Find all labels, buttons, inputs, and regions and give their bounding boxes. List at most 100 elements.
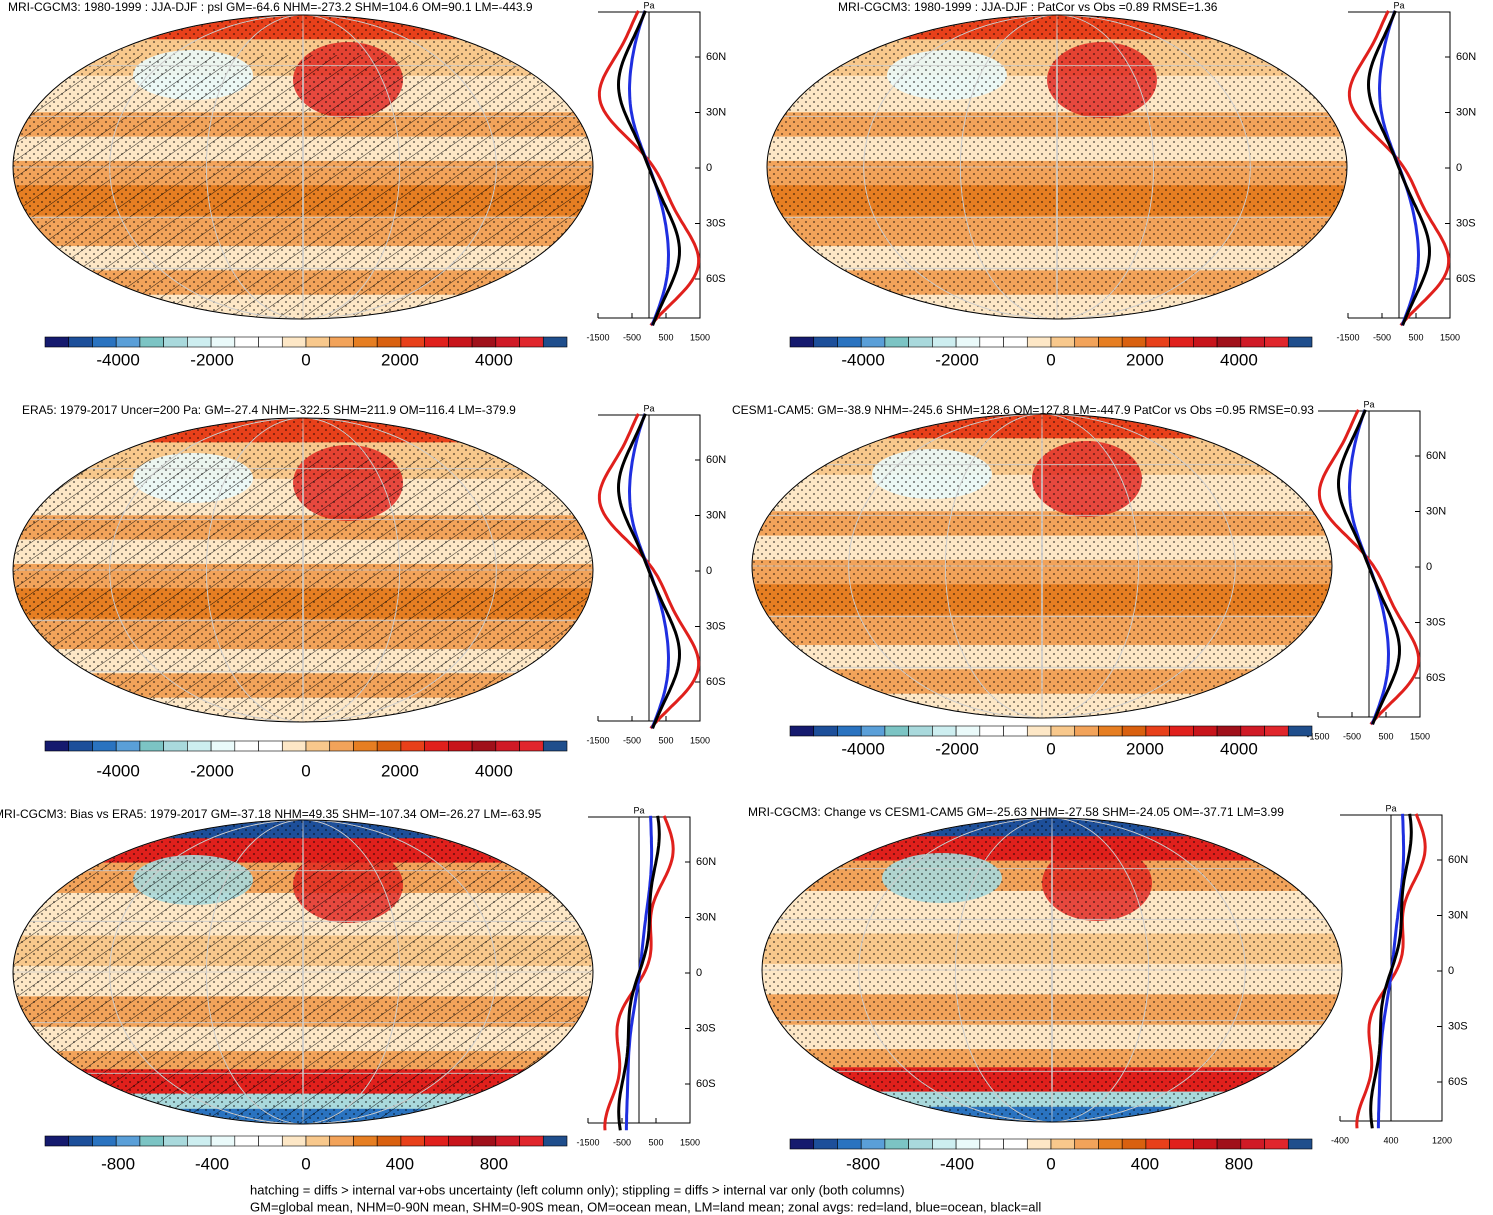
colorbar-label: 4000 <box>475 761 513 780</box>
colorbar-box <box>448 336 473 348</box>
colorbar-box <box>44 336 70 348</box>
profile-lat-label: 0 <box>1456 162 1462 174</box>
hatching <box>13 860 593 1124</box>
graticule <box>205 15 401 319</box>
colorbar-box <box>305 336 331 348</box>
colorbar-box <box>353 1135 378 1147</box>
colorbar-box <box>471 740 497 752</box>
colorbar-label: -2000 <box>190 761 233 780</box>
colorbar-box <box>258 1135 283 1147</box>
colorbar-label: 800 <box>1225 1154 1253 1173</box>
colorbar-box <box>789 1138 815 1150</box>
panel-title: MRI-CGCM3: Change vs CESM1-CAM5 GM=-25.6… <box>748 805 1284 819</box>
colorbar-box <box>1145 336 1170 348</box>
colorbar-box <box>424 336 449 348</box>
colorbar-box <box>1026 1138 1052 1150</box>
panel-title: MRI-CGCM3: Bias vs ERA5: 1979-2017 GM=-3… <box>0 807 542 821</box>
profile-lat-label: 60N <box>696 856 716 868</box>
profile-lat-label: 30S <box>706 620 726 632</box>
hatching <box>13 55 593 319</box>
colorbar-box <box>908 1138 933 1150</box>
profile-lat-label: 60N <box>1448 854 1468 866</box>
graticule <box>944 414 1140 718</box>
colorbar-box <box>979 336 1004 348</box>
colorbar-box <box>448 740 473 752</box>
colorbar-box <box>789 336 815 348</box>
map-border <box>12 819 594 1125</box>
colorbar-box <box>495 1135 520 1147</box>
colorbar-box <box>860 336 886 348</box>
colorbar-box <box>68 1135 93 1147</box>
profile-x-label: 500 <box>1408 332 1423 342</box>
colorbar-box <box>495 740 520 752</box>
colorbar-box <box>860 725 886 737</box>
colorbar-box <box>932 1138 957 1150</box>
colorbar-box <box>1169 336 1194 348</box>
colorbar-box <box>424 740 449 752</box>
colorbar-box <box>400 740 425 752</box>
profile-x-label: 500 <box>658 735 673 745</box>
profile-x-label: 500 <box>1378 731 1393 741</box>
profile-lat-label: 30N <box>1448 909 1468 921</box>
colorbar-box <box>329 1135 354 1147</box>
profile-x-label: -1500 <box>586 332 609 342</box>
colorbar-box <box>234 1135 259 1147</box>
colorbar-box <box>281 1135 307 1147</box>
profile-x-label: -1500 <box>586 735 609 745</box>
colorbar-box <box>210 1135 236 1147</box>
profile-x-label: -400 <box>1331 1135 1349 1145</box>
graticule <box>858 818 1246 1122</box>
colorbar-box <box>1121 1138 1147 1150</box>
profile-lat-label: 60S <box>1448 1076 1468 1088</box>
colorbar-box <box>376 740 402 752</box>
colorbar-box <box>519 1135 544 1147</box>
colorbar-box <box>115 336 141 348</box>
zonal-profile <box>1369 813 1413 1129</box>
profile-lat-label: 60S <box>706 273 726 285</box>
colorbar-box <box>1050 725 1076 737</box>
colorbar-box <box>884 1138 909 1150</box>
map <box>13 418 593 722</box>
profile-lat-label: 60N <box>706 51 726 63</box>
colorbar-box <box>1287 725 1313 737</box>
colorbar-box <box>1264 725 1289 737</box>
colorbar-box <box>1098 725 1123 737</box>
colorbar-box <box>519 336 544 348</box>
colorbar-label: 2000 <box>381 761 419 780</box>
colorbar-box <box>955 725 981 737</box>
colorbar-box <box>542 1135 568 1147</box>
graticule <box>302 820 304 1124</box>
profile-lat-label: 30S <box>696 1022 716 1034</box>
colorbar-box <box>1050 336 1076 348</box>
colorbar-box <box>471 1135 497 1147</box>
profile-unit: Pa <box>643 403 654 413</box>
graticule <box>959 15 1155 319</box>
colorbar-box <box>955 1138 981 1150</box>
profile-x-label: -500 <box>623 332 641 342</box>
map-border <box>766 14 1348 320</box>
graticule <box>1051 818 1053 1122</box>
colorbar-box <box>258 336 283 348</box>
colorbar-box <box>908 725 933 737</box>
colorbar-box <box>305 740 331 752</box>
profile-x-label: -500 <box>1373 332 1391 342</box>
colorbar-box <box>955 336 981 348</box>
colorbar-box <box>1003 336 1028 348</box>
colorbar-box <box>1193 336 1218 348</box>
colorbar-label: -800 <box>101 1154 135 1173</box>
colorbar-box <box>860 1138 886 1150</box>
colorbar-label: 4000 <box>1220 739 1258 758</box>
graticule <box>863 15 1251 319</box>
profile-x-label: -1500 <box>1306 731 1329 741</box>
colorbar-box <box>163 740 188 752</box>
panel-title: CESM1-CAM5: GM=-38.9 NHM=-245.6 SHM=128.… <box>732 403 1314 417</box>
map-border <box>12 14 594 320</box>
colorbar-box <box>813 725 838 737</box>
colorbar-box <box>1169 725 1194 737</box>
colorbar-box <box>234 740 259 752</box>
colorbar-label: 800 <box>480 1154 508 1173</box>
profile-lat-label: 0 <box>696 967 702 979</box>
panel-title: ERA5: 1979-2017 Uncer=200 Pa: GM=-27.4 N… <box>22 403 516 417</box>
profile-lat-label: 30N <box>706 106 726 118</box>
colorbar-box <box>163 1135 188 1147</box>
